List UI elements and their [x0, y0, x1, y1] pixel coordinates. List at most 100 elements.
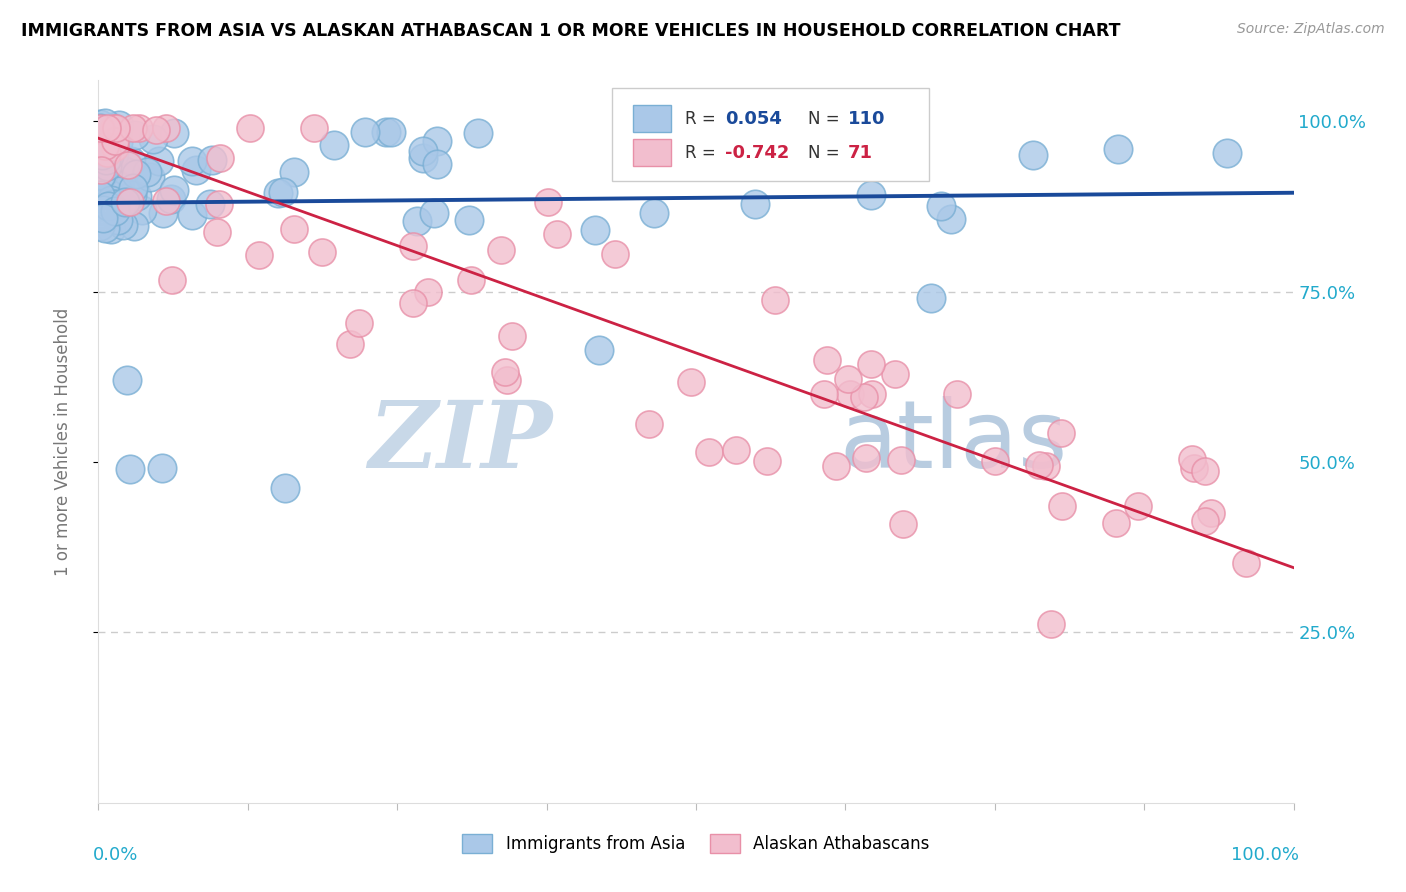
Point	[142, 132, 165, 146]
Point	[115, 373, 138, 387]
Point	[90, 163, 112, 178]
Point	[122, 181, 145, 195]
Point	[122, 120, 145, 135]
Point	[94, 168, 117, 182]
Point	[128, 120, 150, 135]
Point	[91, 154, 114, 169]
Point	[155, 194, 177, 208]
Point	[91, 195, 114, 210]
Point	[1194, 514, 1216, 528]
Point	[489, 243, 512, 257]
Point	[945, 387, 967, 401]
Point	[104, 134, 127, 148]
Point	[101, 197, 124, 211]
Point	[283, 221, 305, 235]
Point	[813, 387, 835, 401]
Text: 71: 71	[848, 144, 873, 161]
Point	[160, 273, 183, 287]
Point	[1105, 516, 1128, 531]
Point	[200, 153, 222, 168]
Point	[730, 153, 752, 167]
Point	[353, 125, 375, 139]
Point	[94, 153, 117, 167]
Point	[103, 140, 125, 154]
Point	[107, 184, 129, 198]
Point	[100, 222, 122, 236]
Point	[96, 145, 118, 160]
Point	[121, 188, 143, 202]
Point	[302, 120, 325, 135]
Point	[274, 481, 297, 495]
Point	[145, 123, 167, 137]
Point	[744, 197, 766, 211]
Point	[104, 197, 127, 211]
Point	[1035, 459, 1057, 474]
Point	[93, 211, 115, 226]
Point	[322, 138, 344, 153]
Point	[89, 135, 111, 149]
Point	[96, 120, 118, 135]
Point	[90, 148, 112, 162]
Point	[131, 202, 153, 217]
Point	[124, 128, 146, 142]
Text: 0.0%: 0.0%	[93, 847, 138, 864]
Point	[89, 121, 111, 136]
Point	[112, 218, 135, 232]
Point	[107, 213, 129, 227]
Point	[96, 157, 118, 171]
Point	[94, 221, 117, 235]
Point	[825, 458, 848, 473]
Point	[1022, 148, 1045, 162]
Point	[1050, 499, 1073, 513]
Text: ZIP: ZIP	[368, 397, 553, 486]
Point	[380, 125, 402, 139]
Text: N =: N =	[808, 110, 845, 128]
Point	[89, 117, 111, 131]
Point	[104, 140, 127, 154]
Point	[94, 116, 117, 130]
Text: Source: ZipAtlas.com: Source: ZipAtlas.com	[1237, 22, 1385, 37]
Point	[1028, 458, 1050, 472]
Point	[89, 207, 111, 221]
Text: R =: R =	[685, 144, 721, 161]
Point	[122, 219, 145, 234]
Point	[125, 188, 148, 202]
Point	[941, 212, 963, 227]
Point	[90, 199, 112, 213]
Point	[929, 199, 952, 213]
Point	[1181, 451, 1204, 466]
Point	[724, 443, 747, 458]
Point	[150, 460, 173, 475]
Point	[271, 185, 294, 199]
Point	[89, 120, 111, 135]
Text: 0.054: 0.054	[724, 110, 782, 128]
Point	[837, 372, 859, 386]
Point	[103, 129, 125, 144]
Point	[984, 454, 1007, 468]
Point	[267, 186, 290, 201]
Point	[91, 177, 114, 191]
Point	[89, 169, 111, 183]
Point	[91, 202, 114, 217]
Y-axis label: 1 or more Vehicles in Household: 1 or more Vehicles in Household	[53, 308, 72, 575]
Point	[375, 125, 398, 139]
Point	[1050, 426, 1073, 441]
Point	[103, 120, 125, 135]
Point	[891, 517, 914, 532]
Point	[495, 373, 517, 387]
Point	[152, 205, 174, 219]
Point	[620, 130, 643, 145]
Point	[1199, 506, 1222, 520]
Point	[111, 197, 134, 211]
Text: R =: R =	[685, 110, 721, 128]
Point	[401, 296, 423, 310]
Point	[91, 167, 114, 181]
Point	[839, 387, 862, 401]
Point	[120, 194, 142, 209]
Point	[162, 183, 184, 197]
Point	[89, 136, 111, 150]
Point	[91, 211, 114, 225]
Point	[181, 154, 204, 169]
Point	[107, 126, 129, 140]
Point	[406, 214, 429, 228]
